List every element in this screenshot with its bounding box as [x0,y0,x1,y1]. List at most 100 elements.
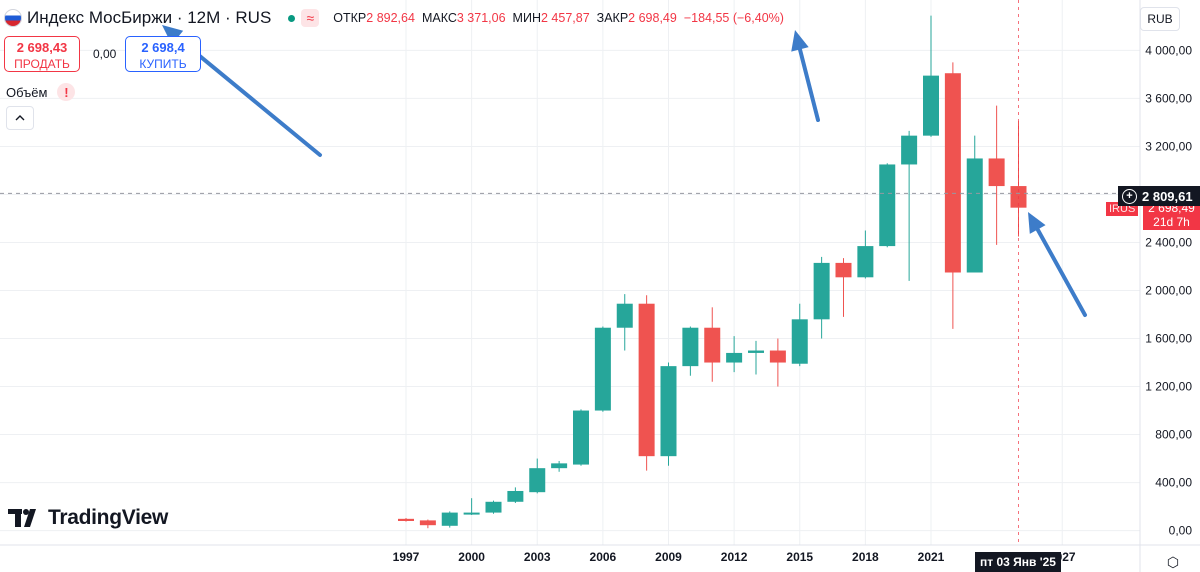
chevron-up-icon [15,115,25,121]
x-tick-label: 2015 [786,550,813,564]
volume-indicator[interactable]: Объём ! [6,83,76,101]
candle-2023 [966,135,983,273]
candle-body [507,490,524,502]
tradingview-logo[interactable]: TradingView [8,506,168,530]
volume-label: Объём [6,84,48,100]
y-tick-label: 400,00 [1155,476,1192,490]
candle-2010 [682,326,699,376]
candle-1999 [441,511,458,528]
price-axis[interactable]: 4 000,003 600,003 200,002 800,002 400,00… [1145,43,1192,537]
collapse-button[interactable] [6,106,34,130]
x-tick-label: 2003 [524,550,551,564]
bar-countdown: 21d 7h [1153,215,1190,229]
ohlc-close-value: 2 698,49 [628,11,677,25]
crosshair-price-label[interactable]: + 2 809,61 [1118,186,1200,206]
y-tick-label: 800,00 [1155,428,1192,442]
candle-2009 [660,362,677,466]
ohlc-open-key: ОТКР [333,11,367,25]
candle-2007 [616,294,633,351]
candle-body [726,352,743,363]
candle-2022 [944,62,961,329]
candle-body [769,350,786,363]
candle-2016 [813,256,830,339]
arrow-to-last-candle [1028,212,1087,317]
ohlc-high-value: 3 371,06 [456,11,506,25]
candle-2005 [573,409,589,466]
data-delay-icon[interactable]: ≈ [301,9,320,27]
crosshair-price-value: 2 809,61 [1142,188,1193,204]
candle-body [529,468,546,493]
ohlc-low-value: 2 457,87 [540,11,590,25]
x-tick-label: 1997 [393,550,420,564]
grid [0,0,1140,545]
candle-body [398,518,414,521]
candle-2018 [857,230,874,279]
candle-2006 [594,326,611,412]
candle-body [944,73,961,273]
candle-body [616,303,633,328]
candle-2013 [748,340,764,375]
y-tick-label: 3 600,00 [1145,91,1192,105]
buy-label: КУПИТЬ [139,57,187,71]
candle-2008 [638,295,655,471]
candle-body [704,327,721,363]
y-tick-label: 2 400,00 [1145,235,1192,249]
candle-body [988,158,1005,187]
candle-body [923,75,939,136]
x-tick-label: 2000 [458,550,485,564]
y-tick-label: 0,00 [1169,524,1193,538]
candle-body [485,501,502,513]
y-tick-label: 2 000,00 [1145,284,1192,298]
ohlc-change: −184,55 (−6,40%) [683,11,784,25]
candles [398,15,1027,529]
add-alert-icon[interactable]: + [1122,188,1137,204]
candle-body [813,262,830,320]
arrow-to-title [162,25,322,157]
candle-body [573,410,589,465]
candle-body [419,520,436,526]
candle-2019 [879,163,896,248]
tradingview-logo-icon [8,509,36,527]
y-tick-label: 1 200,00 [1145,380,1192,394]
ohlc-open-value: 2 892,64 [366,11,415,25]
candle-1998 [419,519,436,529]
candle-2021 [923,15,939,137]
candle-2003 [529,458,546,494]
x-tick-label: 2006 [590,550,617,564]
symbol-title[interactable]: Индекс МосБиржи · 12M · RUS [27,8,272,27]
candle-2017 [835,258,852,317]
candle-body [441,512,458,526]
warning-icon[interactable]: ! [57,83,76,101]
currency-selector[interactable]: RUB [1140,7,1180,31]
candle-body [748,350,764,353]
x-tick-label: 2009 [655,550,682,564]
candle-body [660,366,677,457]
sell-label: ПРОДАТЬ [14,57,70,71]
gear-icon[interactable]: ⬡ [1166,553,1180,570]
ohlc-close-key: ЗАКР [596,11,629,25]
spread-value: 0,00 [93,47,117,61]
candle-body [879,164,896,247]
candle-2015 [791,303,808,367]
ohlc-low-key: МИН [512,11,541,25]
crosshair-time-label: пт 03 Янв '25 [975,552,1061,572]
time-axis[interactable]: 1997 2000 2003 2006 2009 2012 2015 2018 2021 2027 [393,550,1076,564]
market-status-icon[interactable] [283,10,299,26]
crosshair [0,0,1140,545]
candle-body [551,463,568,469]
candle-2014 [769,338,786,387]
candle-body [682,327,699,367]
candle-body [966,158,983,273]
x-tick-label: 2021 [918,550,945,564]
candle-body [857,246,874,278]
arrow-to-change [791,30,820,122]
sell-button[interactable]: 2 698,43 ПРОДАТЬ [4,36,80,72]
candle-body [791,319,808,364]
candle-2000 [463,498,480,515]
buy-button[interactable]: 2 698,4 КУПИТЬ [125,36,201,72]
candle-2012 [726,336,743,373]
y-tick-label: 3 200,00 [1145,139,1192,153]
y-tick-label: 1 600,00 [1145,332,1192,346]
x-tick-label: 2018 [852,550,879,564]
